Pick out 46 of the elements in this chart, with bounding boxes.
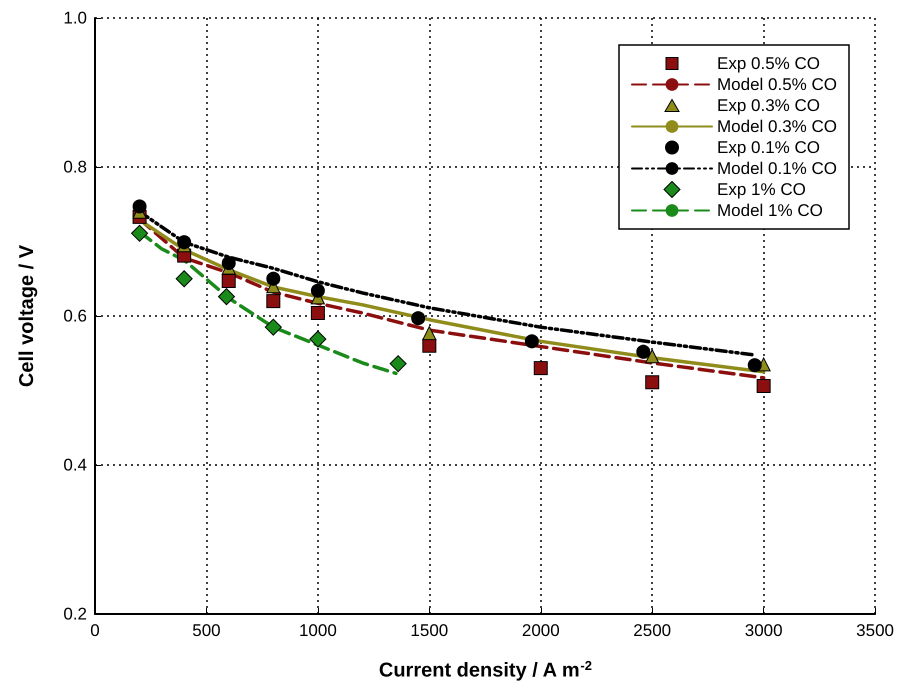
point bbox=[131, 224, 148, 242]
legend-label: Exp 1% CO bbox=[717, 180, 806, 199]
y-axis-title: Cell voltage / V bbox=[16, 244, 38, 388]
x-tick-label: 2000 bbox=[522, 621, 560, 640]
x-tick-label: 1000 bbox=[298, 621, 337, 640]
y-tick-label: 0.8 bbox=[63, 158, 87, 176]
point bbox=[222, 256, 236, 270]
y-tick-label: 0.4 bbox=[63, 456, 87, 474]
x-tick-label: 1500 bbox=[410, 621, 448, 640]
x-tick-label: 2500 bbox=[633, 621, 672, 640]
legend-label: Exp 0.3% CO bbox=[717, 96, 820, 115]
point bbox=[177, 235, 192, 250]
x-tick-label: 500 bbox=[192, 621, 221, 640]
point bbox=[422, 338, 436, 353]
point bbox=[390, 355, 407, 372]
point bbox=[218, 288, 235, 306]
point bbox=[310, 306, 325, 320]
point bbox=[266, 294, 280, 308]
point bbox=[176, 270, 193, 288]
point bbox=[534, 361, 548, 376]
point bbox=[309, 330, 326, 348]
point bbox=[222, 274, 236, 288]
x-tick-label: 3000 bbox=[744, 621, 783, 640]
legend-label: Exp 0.5% CO bbox=[717, 54, 820, 73]
y-tick-label: 0.6 bbox=[63, 306, 87, 326]
point bbox=[264, 318, 282, 336]
point bbox=[132, 199, 147, 214]
point bbox=[422, 326, 436, 340]
point bbox=[266, 272, 280, 286]
legend-label: Model 1% CO bbox=[717, 201, 823, 220]
legend-label: Model 0.5% CO bbox=[717, 75, 838, 94]
point bbox=[756, 379, 771, 394]
y-tick-label: 1.0 bbox=[63, 8, 87, 28]
point bbox=[524, 334, 539, 348]
point bbox=[645, 375, 660, 390]
legend-label: Exp 0.1% CO bbox=[717, 138, 820, 157]
point bbox=[748, 358, 762, 372]
legend-label: Model 0.3% CO bbox=[717, 117, 838, 136]
x-tick-label: 0 bbox=[90, 621, 100, 640]
point bbox=[636, 344, 650, 359]
legend-label: Model 0.1% CO bbox=[717, 159, 838, 178]
point bbox=[310, 284, 325, 298]
point bbox=[411, 311, 426, 326]
y-tick-label: 0.2 bbox=[63, 604, 87, 624]
x-tick-label: 3500 bbox=[856, 621, 894, 640]
point bbox=[645, 349, 660, 364]
